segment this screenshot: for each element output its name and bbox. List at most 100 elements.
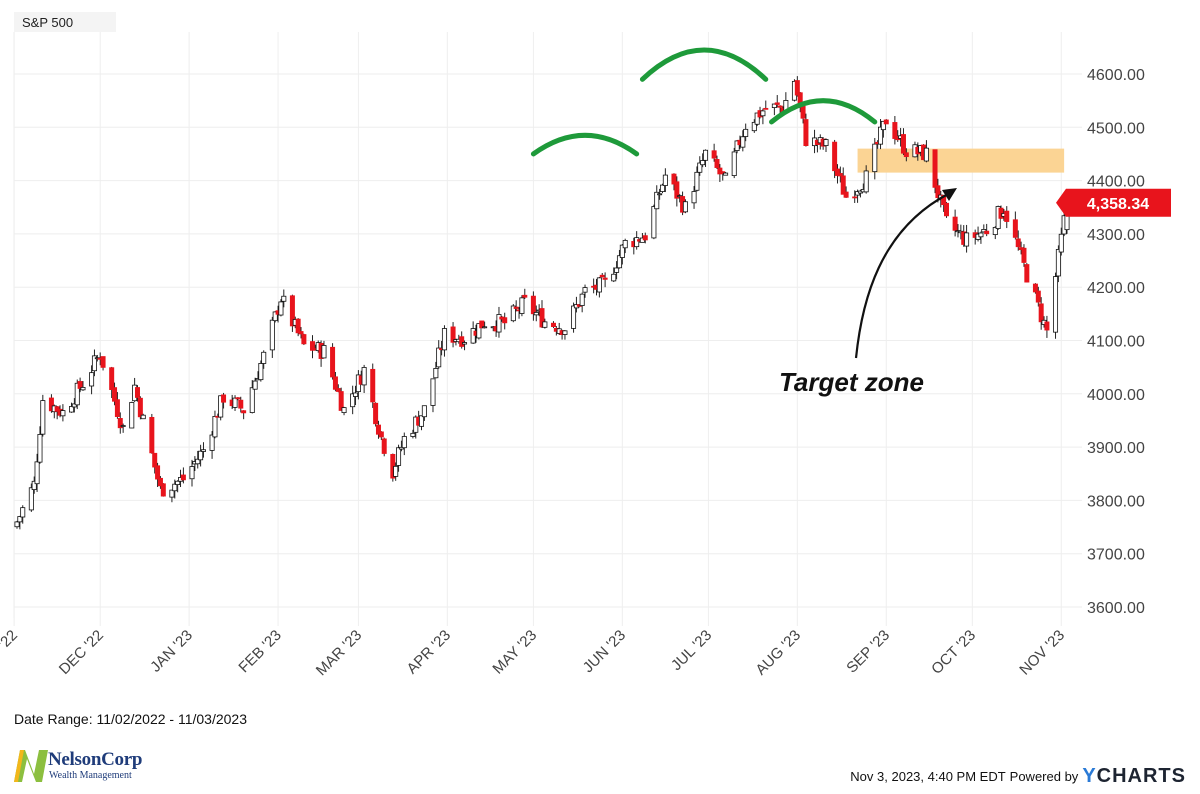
candle-body <box>221 394 227 403</box>
candle-body <box>510 305 516 322</box>
candle-body <box>923 147 929 162</box>
candle-body <box>441 328 447 351</box>
date-range: Date Range: 11/02/2022 - 11/03/2023 <box>14 711 247 727</box>
candle-body <box>777 105 783 108</box>
candle-body <box>476 323 482 339</box>
candle-body <box>522 294 528 298</box>
candle-body <box>763 107 769 110</box>
candle-body <box>396 447 402 466</box>
candle-body <box>832 141 838 172</box>
candle-body <box>91 355 97 372</box>
ycharts-y: Y <box>1082 765 1097 787</box>
y-tick-label: 4400.00 <box>1087 174 1145 191</box>
candle-body <box>436 347 442 368</box>
ycharts-logo[interactable]: YCHARTS <box>1082 765 1186 788</box>
candle-body <box>740 136 746 148</box>
candle-body <box>160 483 166 497</box>
candle-body <box>281 295 287 302</box>
candle-body <box>338 391 344 411</box>
candle-body <box>332 376 338 390</box>
candle-body <box>903 152 909 158</box>
candle-body <box>964 232 970 247</box>
candle-body <box>674 181 680 199</box>
y-tick-label: 4200.00 <box>1087 280 1145 297</box>
candle-body <box>301 334 307 345</box>
candle-body <box>120 425 126 427</box>
candle-body <box>321 345 327 359</box>
candle-body <box>900 134 906 154</box>
candle-body <box>616 255 622 269</box>
candle-body <box>34 461 40 485</box>
candle-body <box>218 395 224 418</box>
candle-body <box>430 378 436 406</box>
y-tick-label: 3800.00 <box>1087 493 1145 510</box>
candle-body <box>720 171 726 174</box>
y-tick-label: 3700.00 <box>1087 547 1145 564</box>
candle-body <box>298 331 304 335</box>
candle-body <box>381 438 387 454</box>
candle-body <box>195 458 201 465</box>
candle-body <box>421 405 427 418</box>
y-tick-label: 4600.00 <box>1087 67 1145 84</box>
candle-body <box>410 432 416 437</box>
candle-body <box>419 415 425 427</box>
footer-timestamp: Nov 3, 2023, 4:40 PM EDT <box>850 769 1006 784</box>
candle-body <box>17 516 23 523</box>
candle-body <box>40 400 46 435</box>
candle-body <box>840 175 846 195</box>
candle-body <box>654 191 660 210</box>
candle-body <box>479 320 485 329</box>
candle-body <box>361 367 367 386</box>
last-value-badge <box>1056 188 1171 217</box>
candle-body <box>651 206 657 239</box>
candle-body <box>398 446 404 450</box>
candle-body <box>714 159 720 168</box>
candle-body <box>137 397 143 418</box>
candle-body <box>241 410 247 414</box>
candle-body <box>1021 247 1027 263</box>
candle-body <box>717 167 723 175</box>
candle-body <box>659 184 665 192</box>
candle-body <box>691 191 697 204</box>
candle-body <box>539 308 545 328</box>
candle-body <box>175 480 181 485</box>
candle-body <box>978 232 984 238</box>
candle-body <box>634 237 640 248</box>
candle-body <box>843 191 849 198</box>
candle-body <box>981 229 987 233</box>
annotation-arrow <box>854 193 949 359</box>
candle-body <box>619 244 625 258</box>
candle-body <box>1004 210 1010 222</box>
candle-body <box>992 227 998 236</box>
candle-body <box>232 397 238 408</box>
candle-body <box>80 387 86 391</box>
x-tick-label: NOV '23 <box>1016 627 1068 679</box>
x-tick-label: MAR '23 <box>313 627 365 679</box>
candle-body <box>433 368 439 379</box>
candle-body <box>117 418 123 429</box>
candle-body <box>703 149 709 161</box>
candle-body <box>309 341 315 351</box>
candle-body <box>863 170 869 193</box>
candle-body <box>837 173 843 177</box>
candle-body <box>140 414 146 420</box>
right-shoulder-arc <box>769 98 878 125</box>
x-tick-label: APR '23 <box>404 627 455 678</box>
candle-body <box>596 277 602 293</box>
last-value-label: 4,358.34 <box>1087 196 1149 213</box>
candle-body <box>31 480 37 490</box>
candle-body <box>378 431 384 438</box>
candle-body <box>533 312 539 316</box>
candle-body <box>952 216 958 231</box>
candle-body <box>1038 303 1044 323</box>
candle-body <box>289 295 295 327</box>
candle-body <box>393 465 399 477</box>
candle-body <box>462 342 468 345</box>
y-tick-label: 4300.00 <box>1087 227 1145 244</box>
candle-body <box>189 466 195 480</box>
candle-body <box>743 128 749 137</box>
candle-body <box>774 102 780 105</box>
logo-mark-icon <box>14 750 48 782</box>
x-tick-label: MAY '23 <box>489 627 540 678</box>
candle-body <box>496 314 502 333</box>
